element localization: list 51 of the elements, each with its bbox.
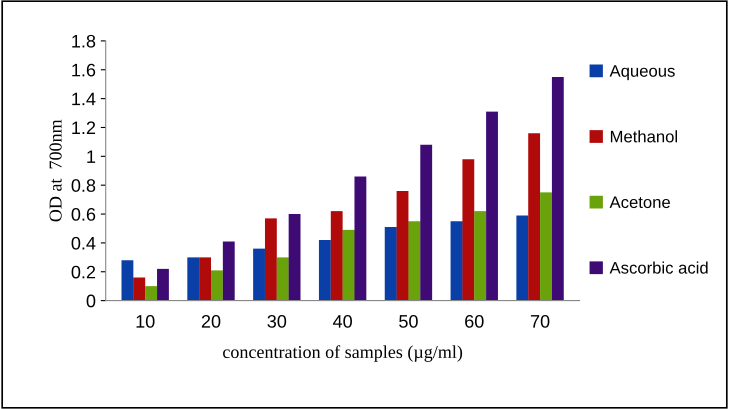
x-axis-title: concentration of samples (µg/ml) bbox=[223, 345, 462, 362]
bar bbox=[486, 112, 498, 301]
bar bbox=[450, 221, 462, 301]
bar bbox=[222, 241, 235, 301]
y-axis-title: OD at 700nm bbox=[49, 120, 62, 222]
bar bbox=[211, 270, 223, 301]
bar bbox=[474, 211, 486, 301]
y-tick-label: 1.8 bbox=[72, 34, 96, 48]
y-tick-label: 0.8 bbox=[72, 179, 96, 192]
bar bbox=[145, 286, 158, 301]
bar bbox=[396, 190, 408, 301]
x-tick-label: 40 bbox=[333, 314, 352, 328]
bar bbox=[133, 278, 146, 301]
bar bbox=[187, 257, 200, 301]
x-tick-label: 70 bbox=[530, 314, 550, 328]
x-tick-label: 60 bbox=[465, 314, 484, 328]
bar bbox=[462, 159, 474, 301]
y-tick-label: 0 bbox=[86, 294, 96, 308]
y-tick-label: 0.2 bbox=[72, 266, 96, 278]
y-tick-label: 1.6 bbox=[72, 64, 96, 76]
bar bbox=[540, 192, 552, 301]
y-tick-label: 1 bbox=[87, 150, 96, 163]
bar bbox=[288, 214, 301, 301]
bar bbox=[199, 257, 212, 301]
bar bbox=[408, 221, 420, 301]
x-tick-label: 10 bbox=[136, 314, 155, 328]
bar bbox=[516, 215, 528, 301]
bar bbox=[318, 240, 331, 301]
bar bbox=[253, 248, 265, 301]
bar bbox=[528, 133, 540, 301]
x-tick-label: 20 bbox=[202, 314, 220, 328]
bar bbox=[157, 268, 169, 301]
bar bbox=[330, 211, 343, 301]
y-tick-label: 1.2 bbox=[72, 121, 96, 134]
bar bbox=[354, 176, 366, 301]
y-tick-label: 0.6 bbox=[72, 208, 96, 221]
y-tick-label: 1.4 bbox=[72, 92, 96, 106]
bar bbox=[384, 227, 397, 301]
x-tick-label: 30 bbox=[267, 314, 286, 328]
bar bbox=[420, 144, 432, 301]
legend-label: Aqueous bbox=[610, 65, 675, 80]
bar bbox=[342, 230, 354, 301]
legend-label: Ascorbic acid bbox=[610, 261, 708, 274]
bar bbox=[276, 257, 289, 301]
bar bbox=[552, 76, 564, 301]
bar bbox=[122, 260, 134, 301]
bar bbox=[264, 218, 277, 301]
legend-label: Methanol bbox=[610, 130, 678, 142]
legend-label: Acetone bbox=[610, 196, 670, 208]
x-tick-label: 50 bbox=[399, 314, 418, 328]
y-tick-label: 0.4 bbox=[72, 236, 96, 250]
